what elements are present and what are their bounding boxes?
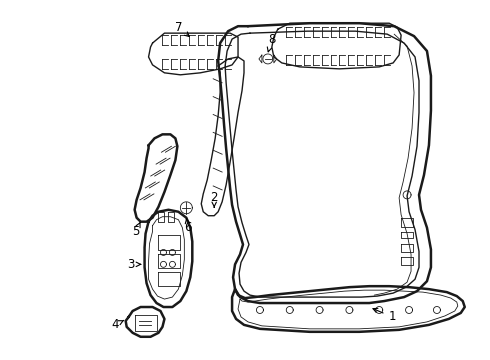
Text: 6: 6 xyxy=(185,218,192,234)
Text: 2: 2 xyxy=(210,192,218,207)
Text: 5: 5 xyxy=(132,222,140,238)
Text: 8: 8 xyxy=(268,33,275,52)
Text: 3: 3 xyxy=(127,258,141,271)
Text: 7: 7 xyxy=(174,21,189,36)
Text: 1: 1 xyxy=(373,309,396,323)
Text: 4: 4 xyxy=(111,318,124,331)
